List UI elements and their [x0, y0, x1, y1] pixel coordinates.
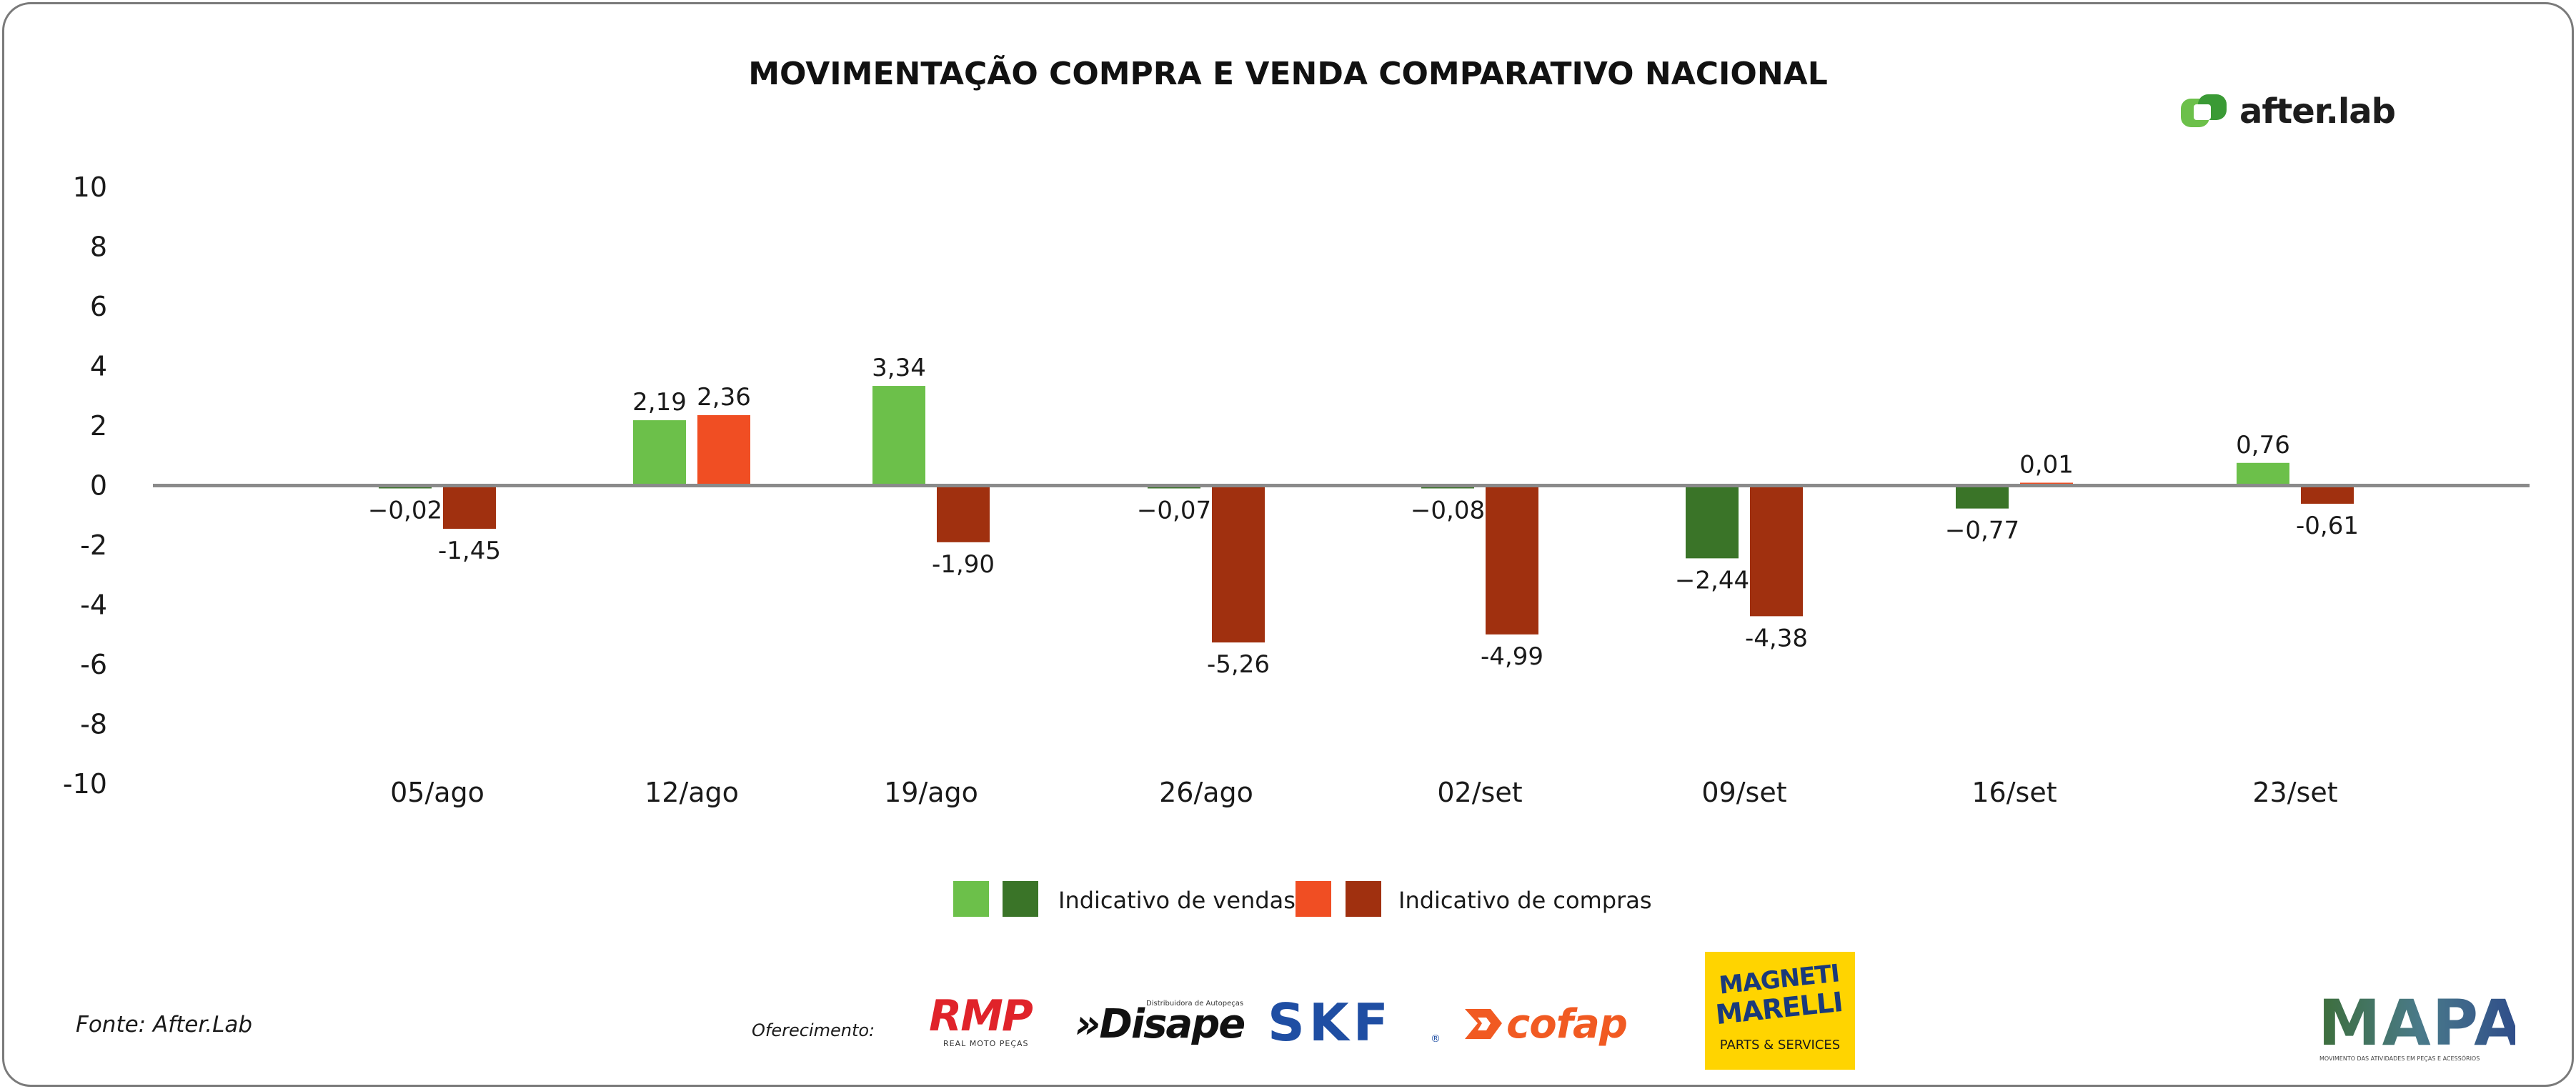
data-label-compras: -1,45 [438, 537, 501, 565]
bar-compras [2301, 485, 2354, 504]
svg-text:SKF: SKF [1268, 1000, 1393, 1046]
svg-text:cofap: cofap [1506, 1001, 1627, 1048]
data-label-vendas: −0,07 [1137, 497, 1211, 525]
legend-label-compras: Indicativo de compras [1398, 887, 1652, 914]
legend-label-vendas: Indicativo de vendas [1058, 887, 1296, 914]
afterlab-brand-text: after.lab [2239, 91, 2396, 131]
y-tick-label: 10 [73, 171, 107, 203]
cofap-logo: cofap [1462, 999, 1676, 1050]
y-tick-label: -2 [80, 529, 107, 561]
y-tick-label: -6 [80, 649, 107, 680]
bar-compras [937, 485, 990, 542]
svg-text:»Disape: »Disape [1075, 1001, 1244, 1045]
data-label-vendas: −0,77 [1945, 517, 2019, 545]
data-label-vendas: 0,76 [2236, 431, 2290, 459]
y-tick-label: 8 [90, 232, 107, 263]
afterlab-brand: after.lab [2179, 91, 2396, 131]
y-tick-label: -8 [80, 709, 107, 740]
svg-text:RMP: RMP [929, 993, 1033, 1041]
chart-title: MOVIMENTAÇÃO COMPRA E VENDA COMPARATIVO … [748, 56, 1828, 92]
bar-compras [1486, 485, 1538, 635]
x-tick-label: 16/set [1971, 777, 2057, 808]
y-tick-label: 6 [90, 291, 107, 322]
legend-swatch-vendas-negative [1003, 881, 1038, 917]
chart-legend: Indicativo de vendas Indicativo de compr… [0, 881, 2576, 918]
data-label-vendas: −2,44 [1675, 566, 1749, 595]
y-tick-label: -4 [80, 590, 107, 621]
x-tick-label: 19/ago [884, 777, 978, 808]
disape-logo: Distribuidora de Autopeças »Disape [1075, 995, 1246, 1048]
svg-text:MOVIMENTO DAS ATIVIDADES EM PE: MOVIMENTO DAS ATIVIDADES EM PEÇAS E ACES… [2319, 1054, 2480, 1062]
data-label-compras: 0,01 [2019, 451, 2074, 479]
x-tick-label: 23/set [2252, 777, 2337, 808]
magneti-marelli-logo: MAGNETI MARELLI PARTS & SERVICES [1705, 952, 1855, 1070]
data-label-compras: -4,38 [1745, 624, 1808, 652]
svg-text:MAPA: MAPA [2318, 993, 2515, 1060]
legend-swatch-compras-negative [1346, 881, 1381, 917]
svg-text:Distribuidora de Autopeças: Distribuidora de Autopeças [1146, 1000, 1243, 1008]
data-label-compras: -4,99 [1481, 642, 1543, 671]
bar-compras [1212, 485, 1265, 643]
bar-vendas [2237, 462, 2289, 486]
data-label-vendas: 2,19 [632, 388, 687, 417]
data-label-compras: -5,26 [1207, 650, 1270, 679]
bar-compras [443, 485, 496, 529]
data-label-vendas: −0,02 [368, 497, 442, 525]
y-tick-label: 2 [90, 410, 107, 442]
bar-chart: 10 8 6 4 2 0 -2 -4 -6 -8 -10 −0,02 2,19 3,34 −0,07 −0,0… [63, 171, 2530, 808]
svg-text:REAL MOTO PEÇAS: REAL MOTO PEÇAS [943, 1039, 1029, 1048]
y-tick-label: -10 [63, 768, 107, 800]
legend-swatch-compras-positive [1296, 881, 1331, 917]
x-tick-label: 02/set [1437, 777, 1522, 808]
mapa-logo: MAPA MOVIMENTO DAS ATIVIDADES EM PEÇAS E… [2315, 986, 2522, 1065]
svg-text:PARTS & SERVICES: PARTS & SERVICES [1720, 1038, 1840, 1053]
x-tick-label: 05/ago [390, 777, 484, 808]
data-label-compras: 2,36 [697, 383, 751, 412]
rmp-logo: RMP REAL MOTO PEÇAS [926, 991, 1055, 1050]
bar-compras [697, 414, 750, 486]
data-label-compras: -1,90 [932, 550, 995, 579]
data-label-vendas: −0,08 [1411, 497, 1485, 525]
data-label-vendas: 3,34 [872, 354, 926, 382]
data-label-compras: -0,61 [2296, 512, 2359, 540]
bar-compras [1750, 485, 1803, 617]
x-tick-label: 12/ago [645, 777, 739, 808]
bar-vendas [1686, 485, 1739, 559]
bar-vendas [1956, 485, 2009, 509]
svg-text:®: ® [1431, 1033, 1441, 1045]
skf-logo: SKF ® [1268, 993, 1453, 1053]
x-tick-label: 09/set [1701, 777, 1786, 808]
y-tick-label: 4 [90, 351, 107, 382]
y-tick-label: 0 [90, 470, 107, 502]
afterlab-logo-icon [2181, 94, 2227, 127]
source-note: Fonte: After.Lab [76, 1012, 253, 1038]
sponsor-label: Oferecimento: [752, 1020, 875, 1040]
bar-vendas [633, 420, 686, 486]
legend-swatch-vendas-positive [953, 881, 989, 917]
bar-vendas [872, 386, 925, 486]
x-tick-label: 26/ago [1159, 777, 1253, 808]
